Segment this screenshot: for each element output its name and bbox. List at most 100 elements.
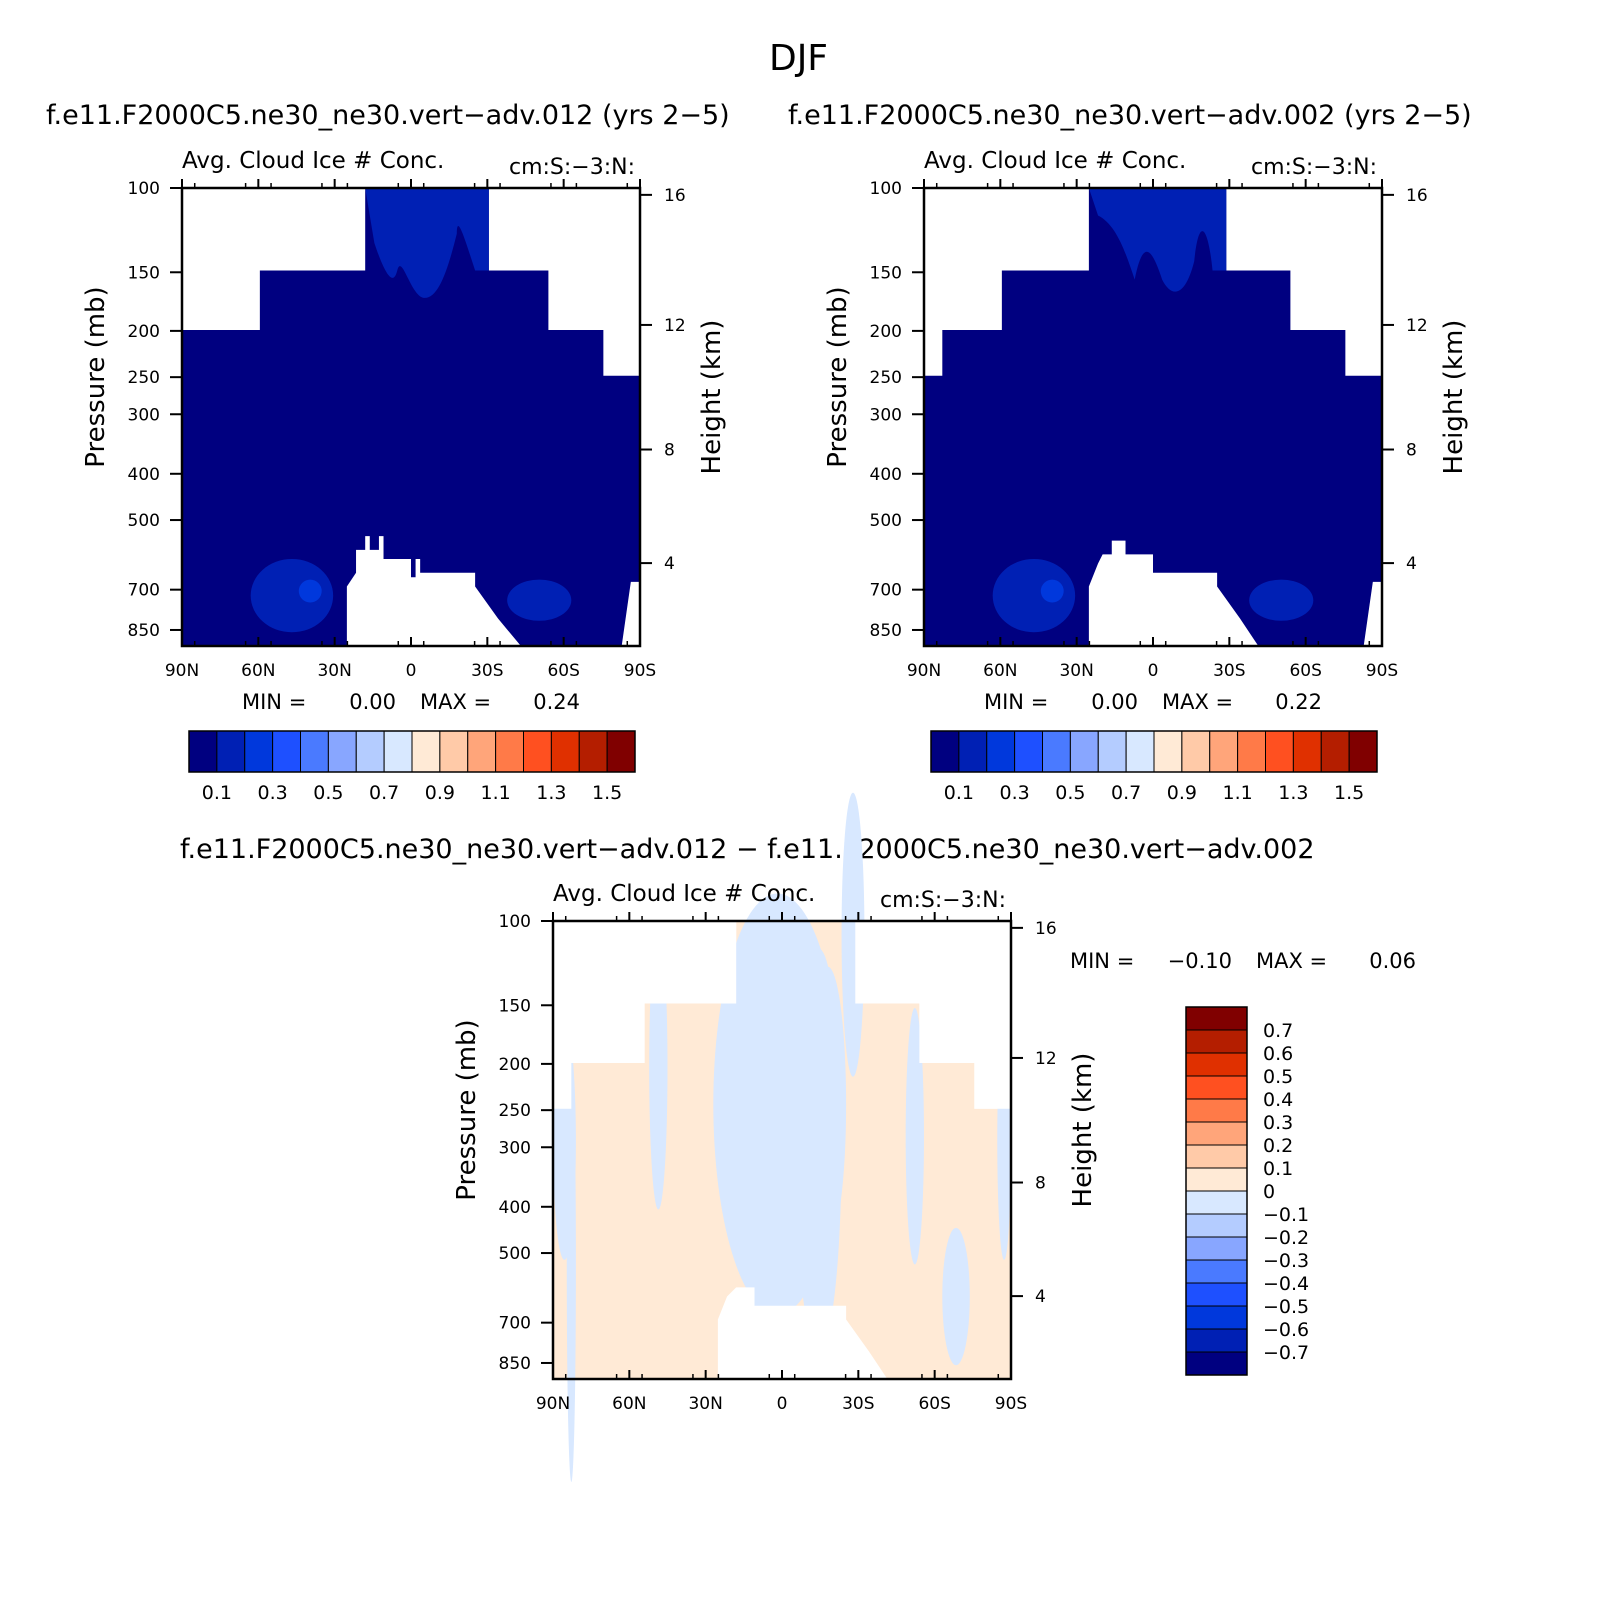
y-tick-label: 500 [499, 1244, 531, 1264]
x-tick-label: 30N [1059, 661, 1093, 681]
y-right-tick-label: 16 [1406, 186, 1428, 206]
field-blob-upper [365, 188, 489, 298]
y-tick-label: 150 [499, 996, 531, 1016]
colorbar-box [986, 730, 1016, 773]
colorbar-box [1042, 730, 1071, 773]
colorbar-box [1185, 1144, 1248, 1169]
y-right-axis-label: Height (km) [1439, 320, 1469, 475]
colorbar-label: 0.5 [1263, 1066, 1293, 1088]
colorbar-label: 0.4 [1263, 1089, 1293, 1111]
colorbar-box [1185, 1121, 1248, 1146]
max-value: 0.06 [1369, 949, 1416, 973]
subtitle-right: cm:S:−3:N: [880, 888, 1006, 913]
field-blob-sh [1249, 579, 1314, 621]
x-tick-label: 0 [406, 661, 417, 681]
colorbar-label: −0.5 [1263, 1296, 1309, 1318]
y-tick-label: 200 [870, 322, 902, 342]
x-tick-label: 30N [317, 661, 351, 681]
y-right-tick-label: 4 [664, 554, 675, 574]
topography-mask [346, 536, 521, 646]
subtitle-left: Avg. Cloud Ice # Conc. [182, 148, 444, 174]
y-right-axis-label: Height (km) [1068, 1053, 1098, 1208]
max-label: MAX = [1256, 949, 1327, 973]
figure-title: DJF [768, 38, 829, 79]
y-right-tick-label: 12 [1035, 1049, 1057, 1069]
min-value: −0.10 [1168, 949, 1232, 973]
y-axis-label: Pressure (mb) [823, 286, 853, 467]
max-value: 0.22 [1275, 690, 1322, 714]
colorbar-box [1185, 1190, 1248, 1215]
y-tick-label: 500 [870, 511, 902, 531]
field-blob-sh [507, 579, 572, 621]
y-right-tick-label: 8 [664, 441, 675, 461]
colorbar-label: 0.1 [1263, 1158, 1293, 1180]
y-tick-label: 850 [870, 621, 902, 641]
colorbar-label: 0.3 [258, 782, 288, 804]
colorbar-box [1181, 730, 1211, 773]
x-tick-label: 90S [624, 661, 656, 681]
y-tick-label: 100 [870, 179, 902, 199]
colorbar-3: 0.70.60.50.40.30.20.10−0.1−0.2−0.3−0.4−0… [1070, 949, 1416, 1376]
subtitle-left: Avg. Cloud Ice # Conc. [553, 881, 815, 907]
x-tick-label: 30S [842, 1394, 874, 1414]
topography-mask [1088, 540, 1259, 646]
subtitle-right: cm:S:−3:N: [509, 155, 635, 180]
x-tick-label: 90N [165, 661, 199, 681]
y-tick-label: 150 [870, 263, 902, 283]
field-blob-nh-core [1040, 579, 1064, 603]
y-right-tick-label: 4 [1406, 554, 1417, 574]
y-tick-label: 200 [128, 322, 160, 342]
y-right-tick-label: 8 [1406, 441, 1417, 461]
field-blob-nh-core [298, 579, 322, 603]
colorbar-label: 0.5 [313, 782, 343, 804]
y-right-tick-label: 16 [664, 186, 686, 206]
y-tick-label: 700 [128, 581, 160, 601]
colorbar-label: 1.1 [1223, 782, 1253, 804]
panel2-title: f.e11.F2000C5.ne30_ne30.vert−adv.002 (yr… [788, 100, 1472, 131]
colorbar-box [606, 730, 636, 773]
y-tick-label: 200 [499, 1055, 531, 1075]
field-blob-nh [250, 558, 334, 633]
x-tick-label: 90N [907, 661, 941, 681]
field-fill [924, 188, 1382, 646]
colorbar-label: 1.3 [1278, 782, 1308, 804]
colorbar-label: −0.3 [1263, 1250, 1309, 1272]
colorbar-box [1237, 730, 1266, 773]
min-label: MIN = [242, 690, 306, 714]
colorbar-box [1185, 1098, 1248, 1123]
subtitle-left: Avg. Cloud Ice # Conc. [924, 148, 1186, 174]
x-tick-label: 60S [918, 1394, 950, 1414]
colorbar-box [550, 730, 580, 773]
colorbar-box [1185, 1328, 1248, 1353]
y-tick-label: 500 [128, 511, 160, 531]
colorbar-box [383, 730, 413, 773]
x-tick-label: 30S [471, 661, 503, 681]
y-tick-label: 700 [499, 1314, 531, 1334]
colorbar-box [1125, 730, 1155, 773]
colorbar-box [467, 730, 497, 773]
colorbar-label: 0.9 [1167, 782, 1197, 804]
y-tick-label: 400 [128, 465, 160, 485]
colorbar-label: 1.5 [1334, 782, 1364, 804]
colorbar-box [1069, 730, 1099, 773]
y-tick-label: 250 [870, 368, 902, 388]
colorbar-box [1320, 730, 1350, 773]
y-axis-label: Pressure (mb) [81, 286, 111, 467]
y-axis-label: Pressure (mb) [452, 1019, 482, 1200]
colorbar-box [188, 730, 218, 773]
y-tick-label: 100 [128, 179, 160, 199]
colorbar-box [1153, 730, 1183, 773]
field-negative-band [740, 1012, 787, 1334]
x-tick-label: 90S [995, 1394, 1027, 1414]
y-tick-label: 250 [128, 368, 160, 388]
colorbar-label: 0.6 [1263, 1043, 1293, 1065]
y-right-axis-label: Height (km) [697, 320, 727, 475]
y-right-tick-label: 12 [664, 316, 686, 336]
colorbar-box [1097, 730, 1127, 773]
colorbar-frame [188, 730, 636, 773]
x-tick-label: 30N [688, 1394, 722, 1414]
colorbar-label: 0.7 [369, 782, 399, 804]
min-value: 0.00 [349, 690, 396, 714]
field-negative-band [809, 966, 847, 1242]
